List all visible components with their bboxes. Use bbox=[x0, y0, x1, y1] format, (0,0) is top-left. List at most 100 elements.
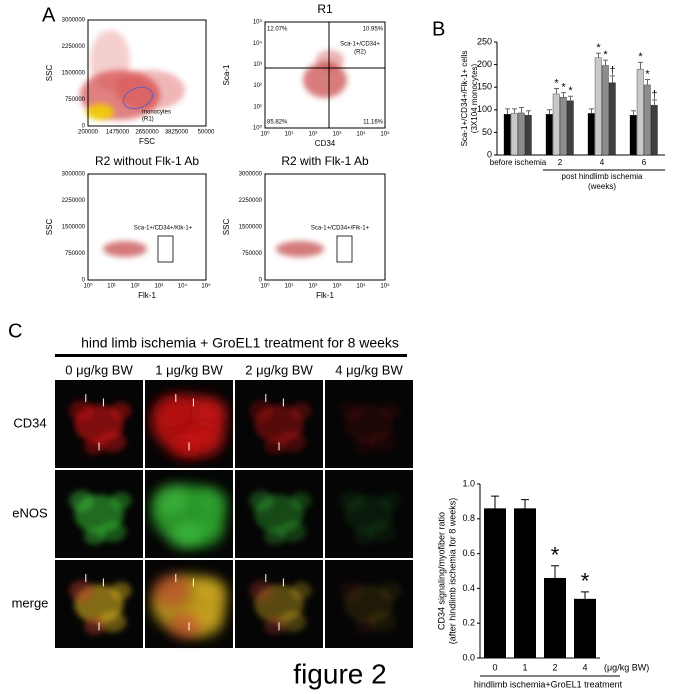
stain bbox=[380, 402, 402, 420]
stain bbox=[380, 492, 402, 510]
event-cloud bbox=[316, 50, 344, 70]
panel-label: B bbox=[432, 18, 445, 40]
significance-marker: * bbox=[554, 77, 559, 89]
plot-frame bbox=[264, 21, 386, 129]
bar bbox=[545, 114, 553, 156]
y-tick-label: 10⁴ bbox=[253, 40, 263, 47]
stain bbox=[278, 431, 307, 453]
y-tick-label: 2250000 bbox=[239, 198, 263, 204]
y-axis-label: Sca-1+/CD34+/Flk-1+ cells bbox=[460, 51, 469, 147]
y-tick-label: 0.4 bbox=[462, 583, 475, 593]
stain bbox=[278, 611, 307, 633]
x-tick-label: 10⁵ bbox=[380, 131, 390, 138]
gate-label: Sca-1+/CD34+/Klk-1+ bbox=[134, 226, 193, 232]
y-tick-label: 1.0 bbox=[462, 478, 475, 488]
stain bbox=[339, 580, 364, 602]
x-axis-label: post hindlimb ischemia bbox=[562, 172, 643, 181]
y-axis-label: SSC bbox=[45, 65, 54, 82]
significance-marker: * bbox=[596, 42, 601, 54]
stain bbox=[249, 490, 274, 512]
x-tick-label: 10² bbox=[309, 132, 318, 138]
micrograph bbox=[145, 380, 233, 468]
stain bbox=[278, 521, 307, 543]
event-cloud bbox=[103, 241, 147, 257]
micrograph bbox=[55, 470, 143, 558]
x-tick-label: 10⁰ bbox=[83, 283, 93, 290]
error-bar bbox=[512, 108, 517, 114]
y-tick-label: 1500000 bbox=[239, 225, 263, 231]
y-tick-label: 0 bbox=[82, 124, 86, 130]
bar bbox=[484, 508, 506, 658]
x-tick-label: 10⁴ bbox=[356, 283, 366, 290]
plot-title: R2 without Flk-1 Ab bbox=[95, 154, 199, 168]
x-tick-label: 3825000 bbox=[165, 130, 189, 136]
stain bbox=[195, 487, 227, 514]
bar bbox=[552, 93, 560, 156]
y-tick-label: 3000000 bbox=[62, 172, 86, 178]
significance-marker: * bbox=[638, 51, 643, 63]
quadrant-label: 85.82% bbox=[267, 120, 288, 126]
error-bar bbox=[491, 495, 499, 509]
bar bbox=[608, 82, 616, 156]
y-tick-label: 150 bbox=[477, 82, 492, 92]
error-bar bbox=[581, 591, 589, 599]
gate bbox=[336, 235, 353, 263]
x-axis-label: hindlimb ischemia+GroEL1 treatment bbox=[474, 679, 623, 689]
gate bbox=[122, 86, 154, 110]
x-tick-label: 10⁵ bbox=[201, 283, 211, 290]
y-tick-label: 200 bbox=[477, 59, 492, 69]
x-tick-label: 10⁵ bbox=[380, 283, 390, 290]
error-bar bbox=[589, 108, 594, 114]
stain bbox=[110, 402, 132, 420]
x-tick-label: 2 bbox=[558, 158, 563, 167]
stain bbox=[339, 400, 364, 422]
stain bbox=[168, 522, 201, 550]
y-tick-label: 10⁰ bbox=[253, 125, 263, 132]
stain bbox=[290, 402, 312, 420]
panel-title: hind limb ischemia + GroEL1 treatment fo… bbox=[81, 335, 399, 351]
x-tick-label: 0 bbox=[492, 662, 497, 672]
y-tick-label: 2250000 bbox=[62, 44, 86, 50]
x-tick-label: 10¹ bbox=[285, 284, 294, 290]
stain bbox=[339, 490, 364, 512]
stain bbox=[69, 490, 94, 512]
bar bbox=[510, 113, 518, 156]
micrograph bbox=[145, 560, 233, 648]
x-axis-label: Flk-1 bbox=[138, 291, 156, 300]
y-tick-label: 50 bbox=[482, 127, 492, 137]
gate bbox=[157, 235, 174, 263]
error-bar bbox=[610, 75, 615, 83]
stain bbox=[195, 577, 227, 604]
x-tick-label: 10⁰ bbox=[260, 131, 270, 138]
significance-marker: * bbox=[603, 49, 608, 61]
bar bbox=[629, 115, 637, 156]
error-bar bbox=[568, 95, 573, 101]
stain bbox=[152, 394, 190, 427]
y-tick-label: 0.8 bbox=[462, 513, 475, 523]
x-tick-label: 10³ bbox=[154, 284, 163, 290]
x-tick-label: before ischemia bbox=[490, 158, 547, 167]
bar bbox=[517, 112, 525, 156]
stain bbox=[168, 432, 201, 460]
x-tick-label: 200000 bbox=[78, 130, 99, 136]
x-tick-label: 10³ bbox=[333, 284, 342, 290]
row-label: eNOS bbox=[12, 505, 48, 520]
error-bar bbox=[652, 99, 657, 106]
y-tick-label: 750000 bbox=[65, 97, 86, 103]
stain bbox=[168, 612, 201, 640]
x-tick-label: 10³ bbox=[333, 132, 342, 138]
x-tick-label: 2 bbox=[552, 662, 557, 672]
bar bbox=[601, 65, 609, 156]
bar bbox=[503, 114, 511, 156]
y-tick-label: 250 bbox=[477, 36, 492, 46]
x-axis-label: Flk-1 bbox=[316, 291, 334, 300]
y-axis-label: Sca-1 bbox=[222, 64, 231, 85]
bar bbox=[574, 598, 596, 658]
quadrant-label: 12.07% bbox=[267, 27, 288, 33]
event-cloud bbox=[90, 30, 130, 90]
gate-label: (R2) bbox=[354, 50, 366, 56]
y-tick-label: 10² bbox=[253, 83, 262, 89]
bar bbox=[587, 113, 595, 156]
event-cloud bbox=[303, 62, 347, 98]
stain bbox=[110, 582, 132, 600]
